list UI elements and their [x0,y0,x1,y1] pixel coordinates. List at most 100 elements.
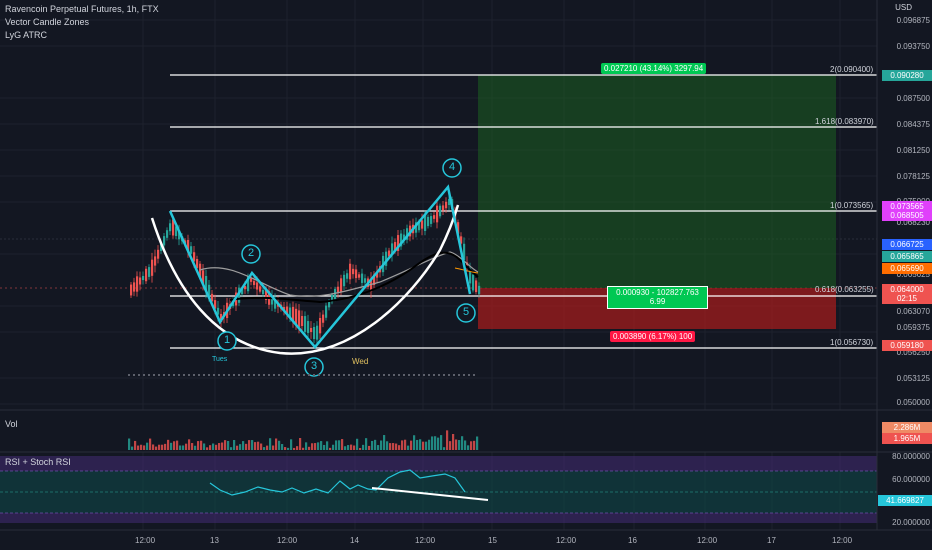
candle [208,284,211,297]
rsi-title[interactable]: RSI + Stoch RSI [5,457,71,467]
volume-tag-1: 2.286M [882,422,932,433]
volume-bar [209,445,212,450]
candle [307,321,310,333]
candle [274,296,277,309]
volume-bar [446,430,449,450]
candle [475,280,478,293]
candle [460,236,463,244]
symbol-title[interactable]: Ravencoin Perpetual Futures, 1h, FTX [5,4,159,14]
time-tick: 12:00 [556,536,577,545]
candle [445,201,448,209]
time-tick: 15 [488,536,497,545]
candle [217,307,220,315]
volume-title[interactable]: Vol [5,419,18,429]
volume-bar [236,445,239,450]
candle [256,282,259,290]
candle [298,310,301,327]
wave-label-5: 5 [462,306,470,318]
volume-bar [476,436,479,450]
target-label[interactable]: 0.027210 (43.14%) 3297.94 [601,63,707,74]
price-tag: 0.066725 [882,239,932,250]
volume-bar [332,444,335,450]
wave-label-4: 4 [448,161,456,173]
candle [283,306,286,311]
volume-bar [428,439,431,450]
volume-bar [473,440,476,450]
entry-label[interactable]: 0.000930 - 102827.763 6.99 [607,286,708,309]
volume-bar [191,443,194,450]
price-tick: 0.087500 [896,94,930,103]
candle [214,300,217,309]
candle [331,294,334,303]
candle [328,301,331,308]
candle [319,317,322,334]
entry-label-line1: 0.000930 - 102827.763 [616,288,699,297]
stop-label[interactable]: 0.003890 (6.17%) 100 [610,331,696,342]
volume-bar [143,445,146,450]
time-tick: 12:00 [135,536,156,545]
candle [415,222,418,233]
day-label-wed: Wed [352,357,369,366]
volume-bar [350,444,353,450]
candle [400,233,403,247]
volume-bar [167,439,170,450]
candle [136,276,139,292]
candle [394,242,397,250]
volume-bar [176,440,179,450]
candle [166,230,169,238]
volume-bar [251,440,254,450]
volume-bar [296,446,299,450]
candle [373,274,376,286]
volume-bar [134,440,137,450]
candle [295,308,298,325]
fib-label-1618: 1.618(0.083970) [815,117,874,126]
wave-2-circle [241,244,261,264]
indicator-lyg-atrc[interactable]: LyG ATRC [5,30,48,40]
fib-label-2: 2(0.090400) [830,65,874,74]
wave-label-2: 2 [247,247,255,259]
time-tick: 12:00 [832,536,853,545]
volume-bar [353,445,356,450]
candle [355,269,358,279]
price-tag: 0.065690 [882,263,932,274]
candle [463,243,466,261]
volume-bar [443,447,446,450]
volume-bar [425,441,428,450]
price-tag: 0.064000 [882,284,932,295]
candle [322,314,325,323]
candle [193,252,196,262]
candle [343,274,346,287]
candle [130,284,133,296]
candle [313,326,316,340]
candle [247,276,250,292]
volume-bar [197,441,200,450]
volume-bar [392,443,395,450]
candle [292,306,295,323]
candle [178,230,181,240]
volume-bar [281,444,284,450]
volume-bar [149,438,152,450]
candle [457,222,460,234]
price-tick: 0.068230 [896,218,930,227]
indicator-vector-candle-zones[interactable]: Vector Candle Zones [5,17,90,27]
time-tick: 12:00 [697,536,718,545]
volume-bar [323,444,326,450]
wave-label-1: 1 [223,334,231,346]
candle [478,285,481,295]
volume-bar [341,439,344,450]
candle [238,287,241,303]
volume-bar [302,447,305,450]
volume-bar [356,438,359,450]
volume-bar [398,445,401,450]
time-tick: 12:00 [277,536,298,545]
volume-bar [365,438,368,450]
candle [316,325,319,340]
volume-bar [380,440,383,450]
candle [448,198,451,206]
price-tag: 0.065865 [882,251,932,262]
volume-bar [128,438,131,450]
volume-bar [317,442,320,450]
volume-bar [431,436,434,450]
